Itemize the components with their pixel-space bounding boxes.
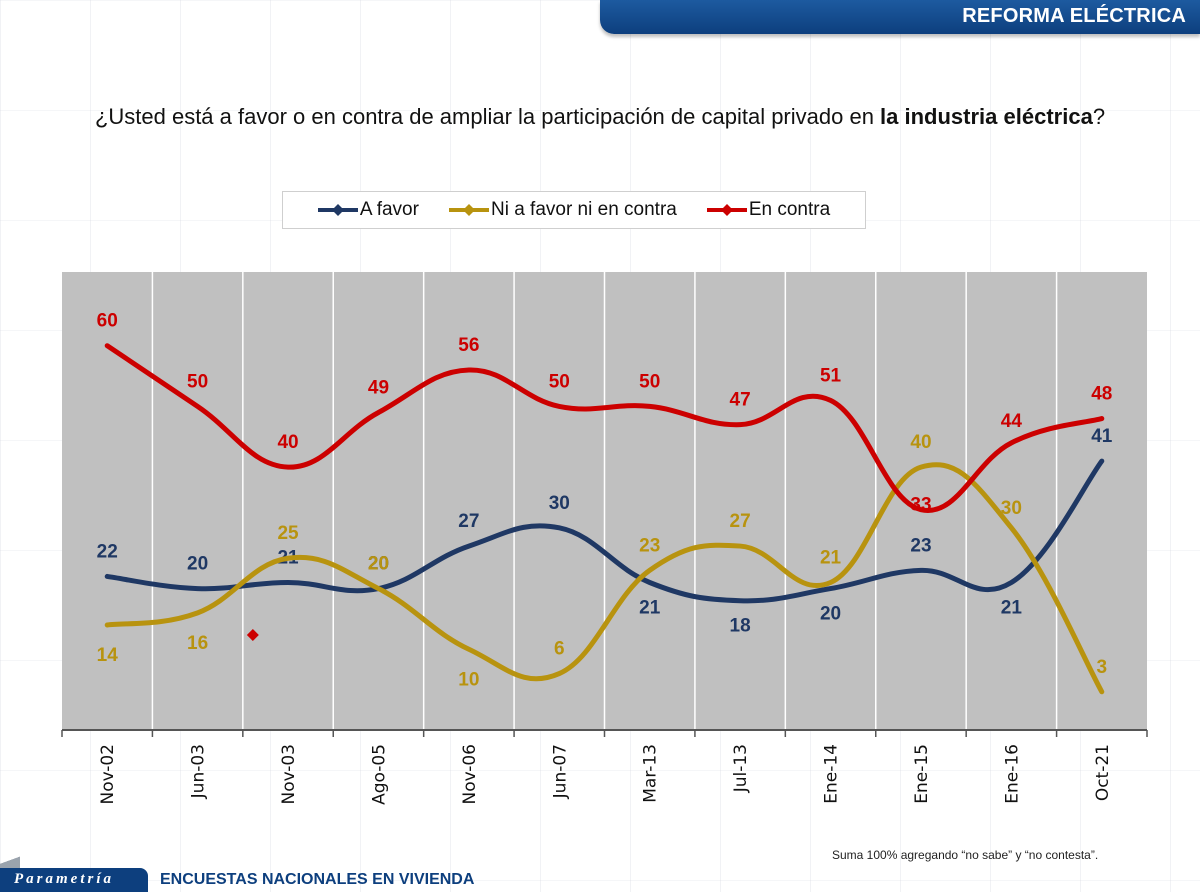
data-label: 14 — [97, 645, 119, 666]
footer-title: ENCUESTAS NACIONALES EN VIVIENDA — [160, 871, 475, 888]
x-tick-label: Ago-05 — [369, 744, 389, 805]
x-tick-label: Nov-03 — [279, 744, 299, 805]
data-label: 30 — [549, 493, 570, 514]
data-label: 6 — [554, 639, 565, 660]
series-line-en-contra — [104, 343, 1105, 513]
x-tick-label: Oct-21 — [1093, 744, 1113, 801]
data-label: 50 — [639, 371, 660, 392]
legend-marker-a-favor — [317, 204, 358, 216]
header-banner: REFORMA ELÉCTRICA — [600, 0, 1200, 34]
data-label: 56 — [458, 335, 479, 356]
data-label: 41 — [1091, 426, 1113, 447]
data-label: 20 — [368, 554, 389, 575]
chart-question: ¿Usted está a favor o en contra de ampli… — [0, 104, 1200, 130]
data-label: 40 — [910, 432, 931, 453]
data-label: 20 — [368, 554, 389, 575]
data-label: 3 — [1097, 657, 1108, 678]
data-label: 33 — [910, 495, 931, 516]
data-label: 51 — [820, 365, 842, 386]
footnote: Suma 100% agregando “no sabe” y “no cont… — [832, 848, 1099, 862]
series-line-ni-a-favor-ni-en-contra — [104, 462, 1105, 695]
x-tick-label: Ene-16 — [1002, 744, 1022, 804]
question-text: ¿Usted está a favor o en contra de ampli… — [94, 104, 881, 129]
data-label: 23 — [910, 535, 931, 556]
x-tick-label: Jul-13 — [731, 744, 751, 793]
question-bold: la industria eléctrica — [880, 104, 1093, 129]
data-label: 21 — [820, 547, 842, 568]
legend-label-a-favor: A favor — [359, 199, 419, 220]
data-label: 21 — [639, 597, 661, 618]
data-label: 23 — [639, 535, 660, 556]
series-line-a-favor — [104, 458, 1105, 604]
question-end: ? — [1092, 104, 1106, 129]
data-label: 16 — [187, 633, 208, 654]
data-label: 40 — [277, 432, 298, 453]
parametria-logo: Parametría — [0, 856, 148, 892]
legend-item-ni-ni: Ni a favor ni en contra — [448, 199, 677, 221]
x-tick-label: Ene-14 — [822, 744, 842, 804]
x-tick-label: Jun-07 — [550, 744, 570, 799]
data-label: 18 — [730, 616, 751, 637]
x-tick-label: Nov-02 — [98, 744, 118, 805]
x-tick-label: Nov-06 — [460, 744, 480, 805]
data-label: 27 — [458, 511, 479, 532]
data-label: 49 — [368, 377, 389, 398]
legend-marker-ni-ni — [448, 204, 489, 216]
data-label: 22 — [97, 541, 118, 562]
legend-item-en-contra: En contra — [706, 199, 831, 221]
x-tick-label: Ene-15 — [912, 744, 932, 804]
data-label: 47 — [730, 390, 751, 411]
data-label: 20 — [187, 554, 208, 575]
data-label: 27 — [730, 511, 751, 532]
legend-label-en-contra: En contra — [748, 199, 831, 220]
legend-item-a-favor: A favor — [317, 199, 419, 221]
x-tick-label: Mar-13 — [641, 744, 661, 803]
x-tick-label: Jun-03 — [189, 744, 209, 799]
data-label: 20 — [820, 604, 841, 625]
data-label: 21 — [1001, 597, 1023, 618]
data-label: 25 — [277, 523, 299, 544]
data-label: 44 — [1001, 411, 1023, 432]
data-label: 60 — [97, 311, 118, 332]
data-label: 50 — [187, 371, 208, 392]
stray-marker — [246, 628, 259, 641]
data-label: 10 — [458, 669, 479, 690]
legend-marker-en-contra — [706, 204, 747, 216]
data-label: 48 — [1091, 384, 1112, 405]
data-label: 30 — [1001, 498, 1022, 519]
data-label: 50 — [549, 371, 570, 392]
chart-legend: A favor Ni a favor ni en contra En contr… — [282, 191, 866, 229]
banner-title: REFORMA ELÉCTRICA — [962, 5, 1186, 27]
legend-label-ni-ni: Ni a favor ni en contra — [490, 199, 677, 220]
